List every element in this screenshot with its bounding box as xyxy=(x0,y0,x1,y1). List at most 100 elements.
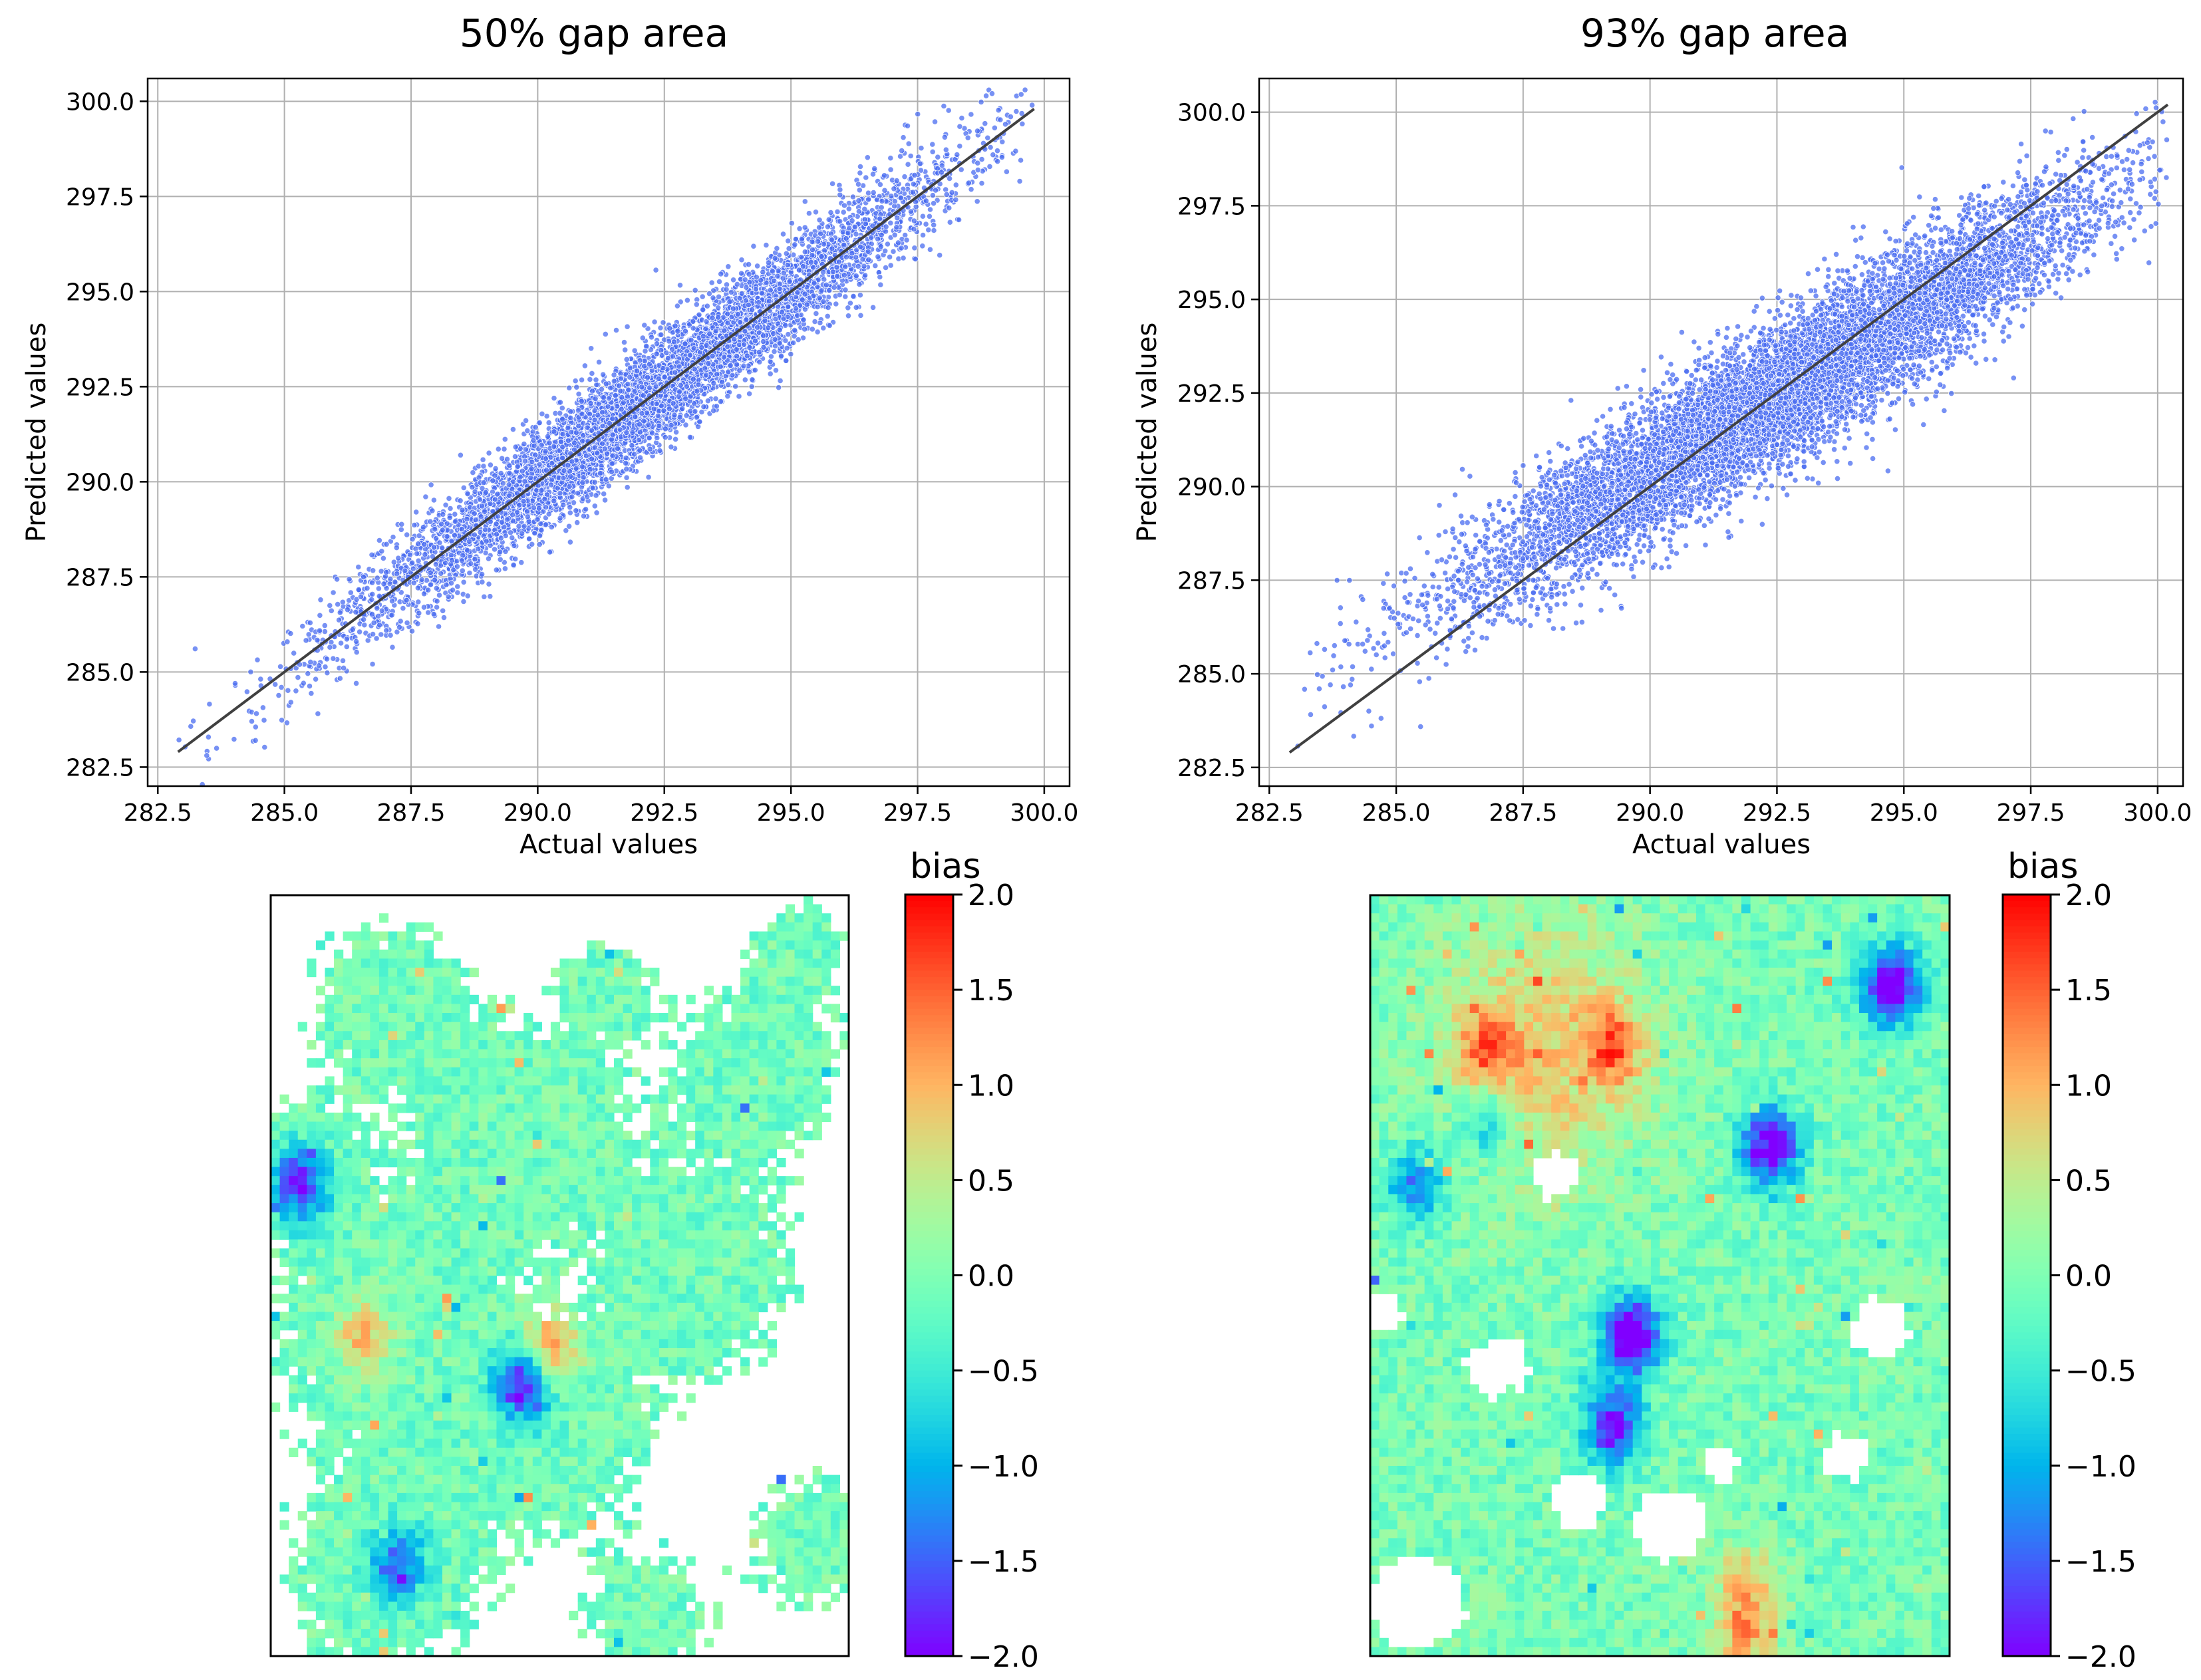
data-point xyxy=(621,340,627,345)
data-point xyxy=(444,582,449,587)
data-point xyxy=(353,680,359,686)
data-point xyxy=(778,378,783,383)
data-point xyxy=(802,199,807,204)
data-point xyxy=(857,170,863,176)
data-point xyxy=(486,581,492,587)
data-point xyxy=(751,243,756,249)
data-point xyxy=(592,503,597,509)
data-point xyxy=(416,599,421,605)
data-point xyxy=(324,656,329,662)
data-point xyxy=(870,172,875,177)
data-point xyxy=(291,650,297,656)
data-point xyxy=(877,182,883,187)
data-point xyxy=(532,530,537,535)
data-point xyxy=(905,162,911,167)
data-point xyxy=(935,154,941,160)
data-point xyxy=(545,434,550,439)
data-point xyxy=(318,597,323,603)
data-point xyxy=(841,210,846,215)
data-point xyxy=(524,509,529,514)
data-point xyxy=(273,682,278,687)
data-point xyxy=(190,718,196,724)
data-point xyxy=(877,274,883,279)
data-point xyxy=(797,226,802,231)
data-point xyxy=(1014,108,1019,114)
data-point xyxy=(959,115,964,120)
data-point xyxy=(423,494,428,499)
data-point xyxy=(306,632,311,637)
data-points xyxy=(176,87,1035,787)
data-point xyxy=(883,265,888,270)
data-point xyxy=(428,582,433,587)
data-point xyxy=(878,282,883,287)
data-point xyxy=(369,611,374,617)
data-point xyxy=(258,676,263,682)
data-point xyxy=(519,560,524,565)
data-point xyxy=(845,305,851,311)
data-point xyxy=(906,141,911,146)
data-point xyxy=(853,305,859,310)
data-point xyxy=(875,254,881,259)
data-point xyxy=(539,527,544,533)
data-point xyxy=(891,249,896,254)
data-point xyxy=(276,692,281,698)
data-point xyxy=(652,319,657,325)
data-point xyxy=(982,121,988,126)
data-point xyxy=(846,206,851,211)
data-point xyxy=(434,605,439,610)
data-point xyxy=(786,304,791,309)
data-point xyxy=(706,291,712,296)
data-point xyxy=(567,539,573,545)
data-point xyxy=(573,508,579,513)
data-point xyxy=(882,188,887,193)
data-point xyxy=(760,269,766,275)
data-point xyxy=(232,680,237,686)
data-point xyxy=(443,502,448,507)
data-point xyxy=(966,180,971,186)
data-point xyxy=(913,256,918,261)
data-point xyxy=(975,167,980,172)
data-point xyxy=(742,377,748,382)
data-point xyxy=(828,210,833,215)
data-point xyxy=(734,281,740,287)
data-point xyxy=(589,370,595,376)
data-point xyxy=(865,190,871,196)
data-point xyxy=(279,718,284,723)
data-point xyxy=(920,243,925,249)
data-point xyxy=(817,217,822,223)
data-point xyxy=(718,399,723,404)
data-point xyxy=(855,263,861,269)
data-point xyxy=(370,631,375,636)
data-point xyxy=(576,423,581,428)
data-point xyxy=(788,351,794,356)
data-point xyxy=(590,486,595,491)
data-point xyxy=(815,304,820,309)
data-point xyxy=(915,111,921,116)
data-point xyxy=(396,625,402,630)
data-point xyxy=(985,135,990,140)
data-point xyxy=(307,683,312,688)
data-point xyxy=(662,434,668,440)
data-point xyxy=(833,301,839,307)
data-point xyxy=(623,347,628,352)
data-point xyxy=(374,605,380,611)
data-point xyxy=(658,325,663,331)
data-point xyxy=(561,502,566,507)
data-point xyxy=(937,253,943,258)
data-point xyxy=(881,173,887,178)
data-point xyxy=(812,319,817,324)
data-point xyxy=(288,700,293,705)
data-point xyxy=(701,404,706,409)
data-point xyxy=(502,566,508,571)
data-point xyxy=(989,91,994,96)
data-point xyxy=(931,222,937,227)
data-point xyxy=(277,664,283,669)
data-point xyxy=(414,509,419,515)
data-point xyxy=(845,313,851,319)
data-point xyxy=(802,327,807,332)
data-point xyxy=(458,452,463,458)
data-point xyxy=(379,608,384,613)
data-point xyxy=(253,711,259,716)
